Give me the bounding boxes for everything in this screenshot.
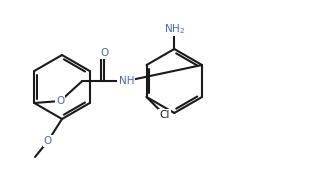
Text: O: O	[56, 96, 65, 106]
Text: O: O	[44, 136, 52, 146]
Text: O: O	[100, 48, 109, 58]
Text: NH$_2$: NH$_2$	[164, 22, 185, 36]
Text: Cl: Cl	[159, 110, 170, 120]
Text: NH: NH	[119, 76, 134, 86]
